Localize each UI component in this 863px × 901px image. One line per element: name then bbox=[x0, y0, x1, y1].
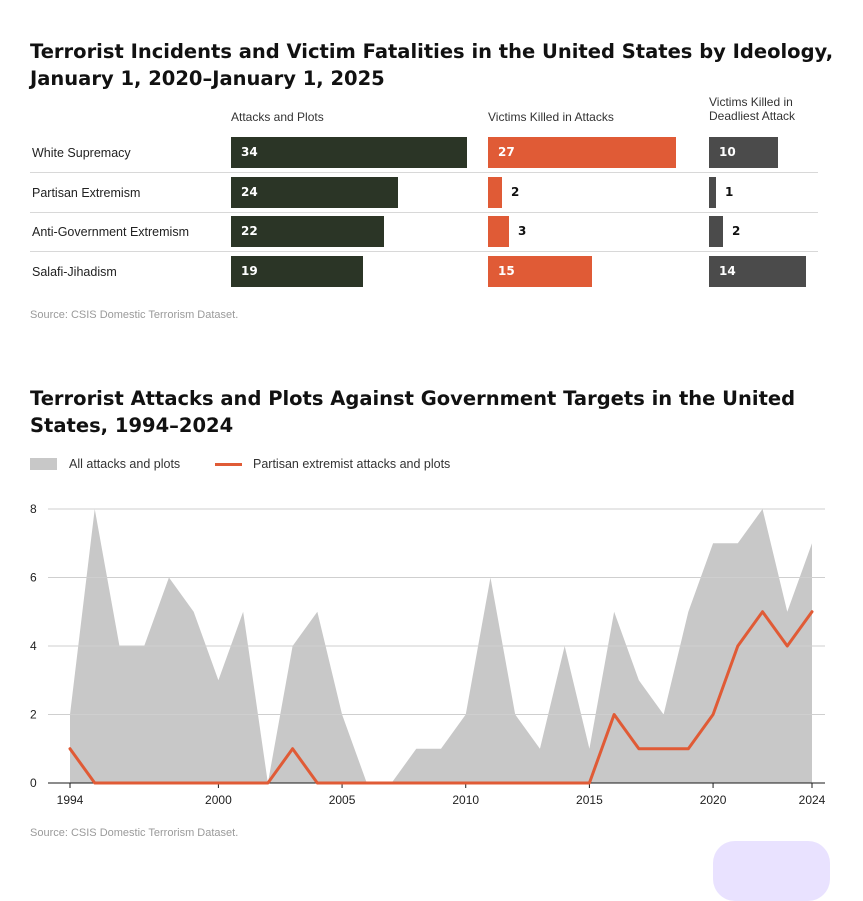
x-tick-label: 1994 bbox=[57, 793, 84, 807]
bar bbox=[709, 137, 778, 168]
y-tick-label: 0 bbox=[30, 776, 37, 790]
bar-value-label: 24 bbox=[241, 185, 258, 199]
bar bbox=[231, 137, 467, 168]
legend-swatch-all bbox=[30, 458, 57, 470]
legend-label-partisan: Partisan extremist attacks and plots bbox=[253, 457, 451, 471]
chart2-title: Terrorist Attacks and Plots Against Gove… bbox=[30, 387, 796, 437]
bar-value-label: 10 bbox=[719, 145, 736, 159]
bar bbox=[488, 177, 502, 208]
chart1-source: Source: CSIS Domestic Terrorism Dataset. bbox=[30, 309, 239, 321]
row-label: Salafi-Jihadism bbox=[32, 265, 117, 279]
row-label: Anti-Government Extremism bbox=[32, 225, 189, 239]
row-label: White Supremacy bbox=[32, 146, 131, 160]
bar bbox=[709, 256, 806, 287]
chart1-title: Terrorist Incidents and Victim Fatalitie… bbox=[30, 40, 834, 90]
x-tick-label: 2010 bbox=[452, 793, 479, 807]
x-tick-label: 2000 bbox=[205, 793, 232, 807]
bar-value-label: 2 bbox=[511, 185, 520, 199]
bar-row: Anti-Government Extremism 22 3 2 bbox=[30, 212, 818, 252]
bar bbox=[231, 216, 384, 247]
bar-row: Salafi-Jihadism 19 15 14 bbox=[30, 252, 818, 292]
row-divider bbox=[30, 212, 818, 213]
bar bbox=[709, 177, 716, 208]
y-tick-label: 6 bbox=[30, 571, 37, 585]
bar bbox=[709, 216, 723, 247]
legend-label-all: All attacks and plots bbox=[69, 457, 181, 471]
bar-value-label: 1 bbox=[725, 185, 734, 199]
row-label: Partisan Extremism bbox=[32, 186, 141, 200]
legend-swatch-partisan bbox=[215, 463, 242, 466]
bar-value-label: 27 bbox=[498, 145, 515, 159]
line-series-partisan bbox=[68, 610, 814, 785]
bar-value-label: 15 bbox=[498, 264, 515, 278]
col-header-attacks: Attacks and Plots bbox=[231, 110, 324, 124]
bar bbox=[231, 256, 363, 287]
bar-value-label: 14 bbox=[719, 264, 736, 278]
x-tick-label: 2024 bbox=[799, 793, 826, 807]
col-header-deadliest: Victims Killed in Deadliest Attack bbox=[709, 95, 796, 123]
bar-row: White Supremacy 34 27 10 bbox=[30, 133, 818, 173]
y-tick-label: 8 bbox=[30, 502, 37, 516]
bar bbox=[488, 256, 592, 287]
bar bbox=[488, 216, 509, 247]
row-divider bbox=[30, 172, 818, 173]
bar bbox=[231, 177, 398, 208]
x-tick-label: 2020 bbox=[700, 793, 727, 807]
x-tick-label: 2005 bbox=[329, 793, 356, 807]
x-tick-label: 2015 bbox=[576, 793, 603, 807]
area-series-all bbox=[70, 509, 812, 783]
bar-row: Partisan Extremism 24 2 1 bbox=[30, 173, 818, 213]
bar bbox=[488, 137, 676, 168]
chart2-source: Source: CSIS Domestic Terrorism Dataset. bbox=[30, 827, 239, 839]
floating-action-button[interactable] bbox=[713, 841, 830, 901]
y-tick-label: 4 bbox=[30, 639, 37, 653]
y-tick-label: 2 bbox=[30, 708, 37, 722]
col-header-victims: Victims Killed in Attacks bbox=[488, 110, 614, 124]
bar-value-label: 3 bbox=[518, 224, 527, 238]
bar-value-label: 22 bbox=[241, 224, 258, 238]
bar-value-label: 34 bbox=[241, 145, 258, 159]
row-divider bbox=[30, 251, 818, 252]
bar-value-label: 2 bbox=[732, 224, 741, 238]
bar-value-label: 19 bbox=[241, 264, 258, 278]
